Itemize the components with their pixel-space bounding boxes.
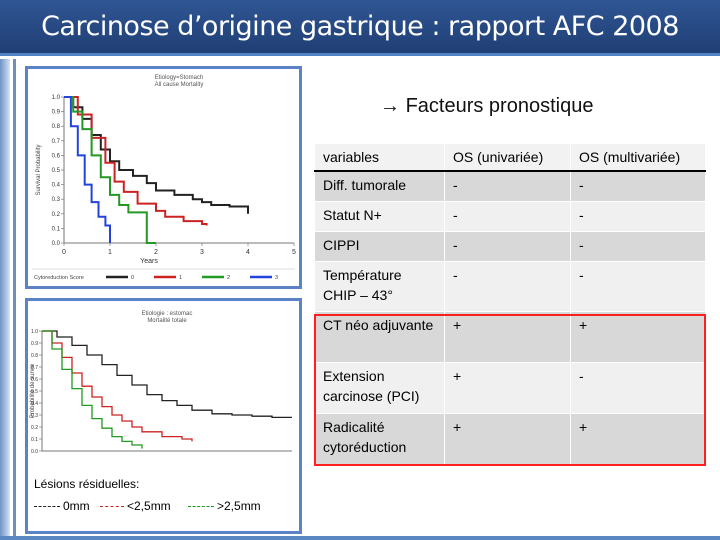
slide-title: Carcinose d’origine gastrique : rapport …: [41, 11, 679, 42]
y-tick-label: 0.7: [31, 365, 38, 371]
prognostic-factors-table: variables OS (univariée) OS (multivariée…: [314, 143, 706, 465]
legend-label: 1: [179, 275, 182, 281]
table-cell: -: [570, 361, 706, 414]
legend-label: 0: [131, 275, 134, 281]
y-tick-label: 0.0: [52, 241, 61, 247]
table-row: CIPPI - -: [314, 230, 706, 262]
y-tick-label: 0.8: [52, 124, 61, 130]
table-cell: -: [570, 260, 706, 312]
y-tick-label: 0.8: [31, 353, 38, 359]
y-tick-label: 0.4: [31, 401, 38, 407]
y-tick-label: 0.5: [31, 389, 38, 395]
header-cell: variables: [314, 143, 445, 172]
table-cell: -: [444, 230, 571, 262]
header-cell: OS (multivariée): [570, 143, 706, 172]
table-cell: +: [444, 412, 571, 465]
table-row: CT néo adjuvante + +: [314, 310, 706, 363]
table-cell: Radicalité cytoréduction: [314, 412, 445, 465]
survival-curve-25mm: [42, 330, 143, 449]
x-axis-label: Years: [140, 258, 158, 265]
table-cell: Statut N+: [314, 200, 445, 232]
x-tick-label: 5: [292, 249, 296, 256]
residual-lesions-label: Lésions résiduelles:: [34, 477, 140, 491]
y-tick-label: 0.2: [52, 212, 61, 218]
chart-header: Mortalité totale: [147, 318, 187, 324]
table-row: Statut N+ - -: [314, 200, 706, 232]
table-cell: CIPPI: [314, 230, 445, 262]
table-row: Extension carcinose (PCI) + -: [314, 361, 706, 414]
y-tick-label: 0.0: [31, 449, 38, 455]
km-chart-2-frame: Etiologie : estomac Mortalité totale 1.0 0.…: [25, 298, 302, 534]
table-row: Radicalité cytoréduction + +: [314, 412, 706, 465]
survival-curve-3: [64, 96, 111, 243]
table-cell: -: [444, 170, 571, 202]
y-tick-label: 0.1: [52, 226, 61, 232]
table-cell: -: [570, 230, 706, 262]
slide-title-bar: Carcinose d’origine gastrique : rapport …: [0, 0, 720, 56]
y-tick-label: 0.3: [52, 197, 61, 203]
legend-item-gt25: >2,5mm: [188, 499, 261, 513]
y-tick-label: 0.6: [52, 153, 61, 159]
y-tick-label: 0.3: [31, 413, 38, 419]
chart-header: All cause Mortality: [155, 82, 204, 88]
x-tick-label: 2: [154, 249, 158, 256]
bottom-decorative-line: [0, 536, 720, 540]
chart-header: Etiologie : estomac: [142, 311, 193, 317]
x-tick-label: 3: [200, 249, 204, 256]
survival-curve-2: [64, 96, 156, 244]
table-cell: Extension carcinose (PCI): [314, 361, 445, 414]
y-axis-label: Survival Probability: [36, 144, 42, 195]
table-cell: +: [570, 412, 706, 465]
table-cell: Température CHIP – 43°: [314, 260, 445, 312]
y-tick-label: 0.6: [31, 377, 38, 383]
x-tick-label: 4: [246, 249, 250, 256]
table-cell: -: [444, 260, 571, 312]
y-tick-label: 0.9: [52, 110, 61, 116]
table-cell: CT néo adjuvante: [314, 310, 445, 363]
x-tick-label: 0: [62, 249, 66, 256]
x-tick-label: 1: [108, 249, 112, 256]
y-tick-label: 0.2: [31, 425, 38, 431]
table-cell: -: [444, 200, 571, 232]
y-tick-label: 0.5: [52, 168, 61, 174]
left-decorative-stripe: [0, 59, 10, 540]
legend-title: Cytoreduction Score: [34, 275, 84, 281]
table-cell: -: [570, 200, 706, 232]
y-tick-label: 0.9: [31, 341, 38, 347]
table-cell: +: [570, 310, 706, 363]
table-cell: +: [444, 310, 571, 363]
chart-header: Etiology=Stomach: [155, 75, 204, 81]
arrow-right-icon: →: [380, 95, 400, 117]
subtitle-text: Facteurs pronostique: [405, 95, 594, 117]
legend-item-lt25: <2,5mm: [100, 499, 171, 513]
legend-label: 2: [227, 275, 230, 281]
table-cell: -: [570, 170, 706, 202]
legend-item-0mm: 0mm: [34, 499, 90, 513]
dash-line-icon: [34, 506, 60, 508]
y-tick-label: 0.7: [52, 139, 61, 145]
table-cell: +: [444, 361, 571, 414]
residual-lesions-legend: 0mm <2,5mm >2,5mm: [34, 499, 294, 515]
survival-curve-25mm: [42, 330, 193, 442]
y-tick-label: 0.1: [31, 437, 38, 443]
km-chart-1-frame: Etiology=Stomach All cause Mortality 1.0 0.…: [25, 66, 302, 289]
dash-line-icon: [100, 506, 124, 508]
survival-curve-0mm: [42, 330, 292, 419]
left-decorative-line: [13, 59, 16, 540]
dash-line-icon: [188, 506, 214, 508]
table-header-row: variables OS (univariée) OS (multivariée…: [314, 143, 706, 172]
legend-label: 3: [275, 275, 278, 281]
y-tick-label: 0.4: [52, 183, 61, 189]
header-cell: OS (univariée): [444, 143, 571, 172]
table-row: Température CHIP – 43° - -: [314, 260, 706, 312]
y-axis-label: Probabilité de survie: [30, 363, 36, 418]
table-row: Diff. tumorale - -: [314, 170, 706, 202]
y-tick-label: 1.0: [52, 95, 61, 101]
subtitle: → Facteurs pronostique: [380, 95, 593, 118]
table-cell: Diff. tumorale: [314, 170, 445, 202]
y-tick-label: 1.0: [31, 329, 38, 335]
